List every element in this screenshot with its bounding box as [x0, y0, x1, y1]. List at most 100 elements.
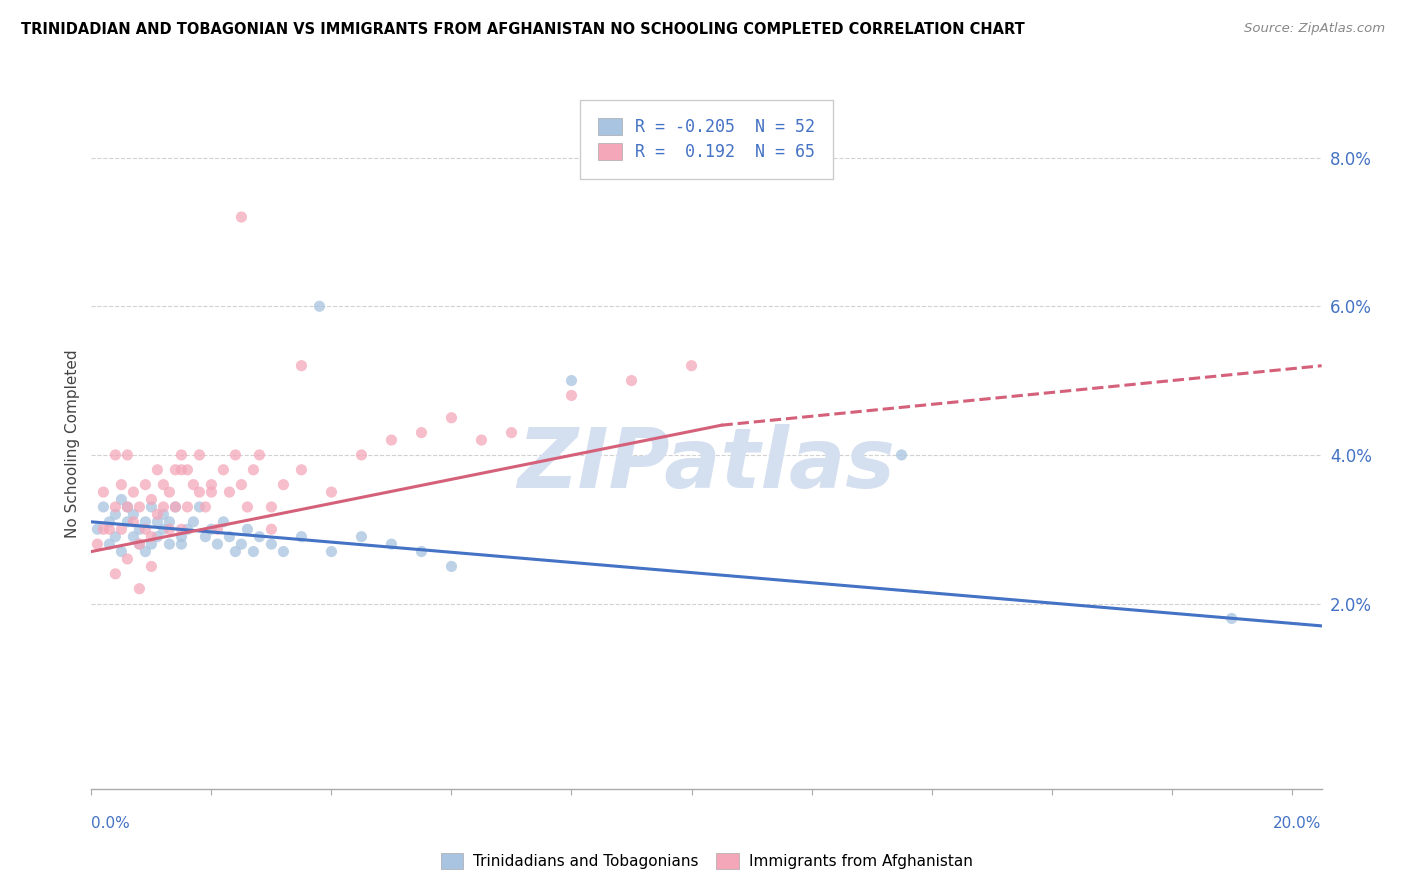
Text: ZIPatlas: ZIPatlas: [517, 424, 896, 505]
Point: [152, 477, 174, 491]
Point: [141, 537, 163, 551]
Point: [93, 500, 115, 514]
Point: [350, 530, 373, 544]
Point: [350, 448, 373, 462]
Legend: Trinidadians and Tobagonians, Immigrants from Afghanistan: Trinidadians and Tobagonians, Immigrants…: [434, 847, 979, 875]
Point: [110, 544, 132, 558]
Point: [411, 425, 433, 440]
Point: [212, 463, 235, 477]
Point: [128, 522, 150, 536]
Point: [152, 522, 174, 536]
Point: [170, 530, 193, 544]
Point: [188, 500, 211, 514]
Point: [128, 582, 150, 596]
Point: [218, 485, 240, 500]
Point: [231, 210, 253, 224]
Point: [117, 515, 139, 529]
Point: [104, 566, 127, 581]
Point: [170, 537, 193, 551]
Point: [141, 500, 163, 514]
Point: [620, 374, 643, 388]
Point: [165, 500, 187, 514]
Point: [93, 522, 115, 536]
Point: [242, 544, 264, 558]
Point: [98, 537, 121, 551]
Point: [128, 537, 150, 551]
Point: [321, 544, 343, 558]
Point: [1220, 611, 1243, 625]
Point: [141, 492, 163, 507]
Point: [152, 500, 174, 514]
Point: [117, 448, 139, 462]
Point: [501, 425, 523, 440]
Point: [207, 537, 229, 551]
Point: [134, 515, 156, 529]
Point: [290, 463, 312, 477]
Point: [440, 559, 463, 574]
Point: [183, 515, 205, 529]
Text: TRINIDADIAN AND TOBAGONIAN VS IMMIGRANTS FROM AFGHANISTAN NO SCHOOLING COMPLETED: TRINIDADIAN AND TOBAGONIAN VS IMMIGRANTS…: [21, 22, 1025, 37]
Point: [146, 463, 169, 477]
Point: [560, 374, 582, 388]
Point: [104, 530, 127, 544]
Point: [236, 522, 259, 536]
Point: [170, 522, 193, 536]
Point: [104, 448, 127, 462]
Point: [231, 537, 253, 551]
Point: [273, 544, 295, 558]
Point: [273, 477, 295, 491]
Point: [249, 530, 271, 544]
Point: [290, 359, 312, 373]
Point: [188, 448, 211, 462]
Point: [134, 477, 156, 491]
Point: [157, 537, 180, 551]
Point: [890, 448, 912, 462]
Point: [290, 530, 312, 544]
Point: [224, 544, 246, 558]
Point: [242, 463, 264, 477]
Point: [470, 433, 492, 447]
Point: [560, 388, 582, 402]
Point: [165, 500, 187, 514]
Point: [157, 515, 180, 529]
Point: [260, 500, 283, 514]
Point: [98, 522, 121, 536]
Point: [93, 485, 115, 500]
Point: [194, 500, 217, 514]
Point: [170, 448, 193, 462]
Point: [218, 530, 240, 544]
Point: [212, 515, 235, 529]
Text: 20.0%: 20.0%: [1274, 816, 1322, 831]
Point: [260, 537, 283, 551]
Point: [134, 522, 156, 536]
Point: [110, 477, 132, 491]
Point: [207, 522, 229, 536]
Point: [231, 477, 253, 491]
Point: [122, 515, 145, 529]
Point: [176, 463, 198, 477]
Point: [141, 559, 163, 574]
Point: [117, 500, 139, 514]
Point: [321, 485, 343, 500]
Point: [117, 552, 139, 566]
Point: [104, 508, 127, 522]
Point: [236, 500, 259, 514]
Point: [122, 485, 145, 500]
Point: [176, 522, 198, 536]
Point: [249, 448, 271, 462]
Point: [110, 522, 132, 536]
Point: [86, 537, 108, 551]
Point: [146, 530, 169, 544]
Point: [134, 544, 156, 558]
Point: [380, 537, 402, 551]
Point: [157, 522, 180, 536]
Point: [152, 508, 174, 522]
Point: [170, 463, 193, 477]
Point: [194, 530, 217, 544]
Text: Source: ZipAtlas.com: Source: ZipAtlas.com: [1244, 22, 1385, 36]
Point: [86, 522, 108, 536]
Point: [681, 359, 703, 373]
Y-axis label: No Schooling Completed: No Schooling Completed: [65, 350, 80, 538]
Point: [165, 463, 187, 477]
Point: [176, 500, 198, 514]
